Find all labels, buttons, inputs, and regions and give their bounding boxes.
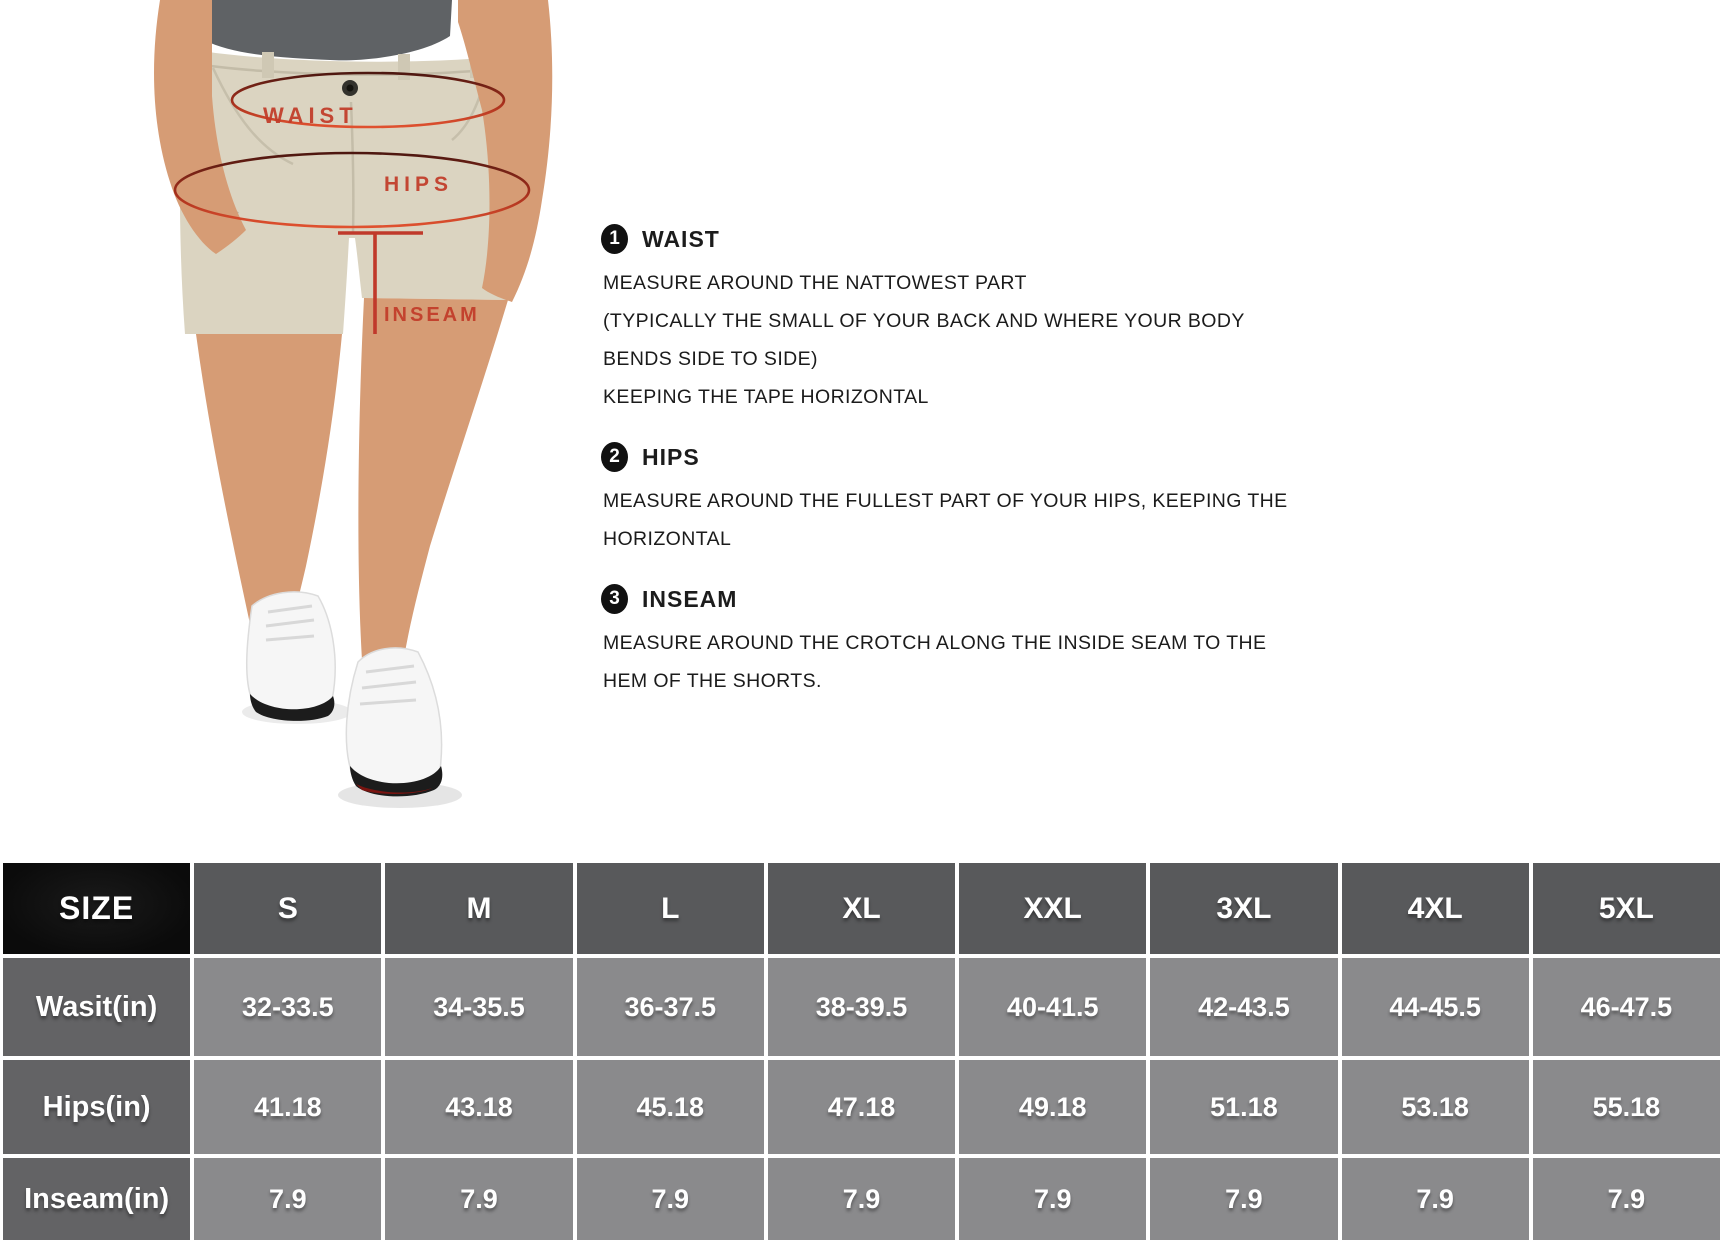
instruction-line: MEASURE AROUND THE CROTCH ALONG THE INSI… — [603, 632, 1267, 654]
size-table-header-4xl: 4XL — [1341, 863, 1529, 954]
inseam-value: 7.9 — [194, 1158, 382, 1240]
shorts-button — [346, 84, 354, 92]
inseam-value: 7.9 — [959, 1158, 1147, 1240]
instruction-line: MEASURE AROUND THE NATTOWEST PART — [603, 272, 1027, 294]
left-arm — [154, 0, 246, 254]
inseam-row-label: Inseam(in) — [3, 1158, 191, 1240]
waist-instruction-title: WAIST — [642, 225, 720, 252]
number-badge-2: 2 — [601, 442, 628, 472]
model-illustration: WAIST HIPS INSEAM — [154, 0, 553, 808]
belt-loop — [262, 52, 274, 78]
waist-instruction-section: 1 WAIST MEASURE AROUND THE NATTOWEST PAR… — [601, 224, 1361, 416]
hips-value: 47.18 — [767, 1060, 956, 1154]
left-shoe-laces — [265, 604, 315, 642]
shirt — [204, 0, 452, 61]
waist-value: 40-41.5 — [959, 958, 1147, 1056]
hips-row-label: Hips(in) — [3, 1060, 191, 1154]
right-leg — [358, 298, 508, 660]
size-table-header-xxl: XXL — [959, 863, 1147, 954]
measure-instructions: 1 WAIST MEASURE AROUND THE NATTOWEST PAR… — [601, 224, 1361, 726]
inseam-value: 7.9 — [1150, 1158, 1338, 1240]
inseam-value: 7.9 — [1341, 1158, 1529, 1240]
right-shoe-laces — [359, 664, 417, 706]
instruction-line: MEASURE AROUND THE FULLEST PART OF YOUR … — [603, 490, 1288, 512]
waist-value: 46-47.5 — [1532, 958, 1720, 1056]
size-table-header-size: SIZE — [3, 863, 191, 954]
waist-value: 34-35.5 — [385, 958, 573, 1056]
inseam-annotation-label: INSEAM — [384, 304, 480, 326]
inseam-value: 7.9 — [576, 1158, 764, 1240]
inseam-instruction-section: 3 INSEAM MEASURE AROUND THE CROTCH ALONG… — [601, 584, 1361, 700]
waist-annotation-label: WAIST — [263, 103, 358, 128]
waist-value: 44-45.5 — [1341, 958, 1529, 1056]
number-badge-3: 3 — [601, 584, 628, 614]
waist-row-label: Wasit(in) — [3, 958, 191, 1056]
hips-measure-ring — [173, 151, 531, 229]
inseam-instruction-heading: 3 INSEAM — [601, 584, 1361, 614]
waist-instruction-heading: 1 WAIST — [601, 224, 1361, 254]
model-photo: WAIST HIPS INSEAM — [0, 0, 580, 860]
hips-instruction-body: MEASURE AROUND THE FULLEST PART OF YOUR … — [603, 482, 1361, 558]
hips-instruction-section: 2 HIPS MEASURE AROUND THE FULLEST PART O… — [601, 442, 1361, 558]
number-badge-1: 1 — [601, 224, 628, 254]
size-table-header-l: L — [576, 863, 764, 954]
instruction-line: (TYPICALLY THE SMALL OF YOUR BACK AND WH… — [603, 310, 1245, 332]
left-shoe-sole — [250, 694, 335, 721]
hips-value: 53.18 — [1341, 1060, 1529, 1154]
inseam-instruction-title: INSEAM — [642, 585, 738, 612]
inseam-instruction-body: MEASURE AROUND THE CROTCH ALONG THE INSI… — [603, 624, 1361, 700]
waist-value: 32-33.5 — [194, 958, 382, 1056]
size-table-header-m: M — [385, 863, 573, 954]
instruction-line: HEM OF THE SHORTS. — [603, 670, 822, 692]
hips-value: 45.18 — [576, 1060, 764, 1154]
size-table: SIZE S M L XL XXL 3XL 4XL 5XL Wasit(in) … — [0, 860, 1723, 1246]
inseam-value: 7.9 — [1532, 1158, 1720, 1240]
hips-instruction-title: HIPS — [642, 443, 700, 470]
right-arm — [458, 0, 553, 302]
hips-value: 41.18 — [194, 1060, 382, 1154]
hips-instruction-heading: 2 HIPS — [601, 442, 1361, 472]
fly-seam — [349, 101, 355, 233]
hips-value: 49.18 — [959, 1060, 1147, 1154]
belt-loop — [398, 54, 410, 80]
waist-value: 36-37.5 — [576, 958, 764, 1056]
size-table-header-xl: XL — [767, 863, 956, 954]
size-table-header-s: S — [194, 863, 382, 954]
right-shoe-sole-accent — [356, 784, 432, 794]
right-shoe-sole — [350, 766, 443, 797]
hips-value: 51.18 — [1150, 1060, 1338, 1154]
instruction-line: BENDS SIDE TO SIDE) — [603, 348, 818, 370]
size-table-header-3xl: 3XL — [1150, 863, 1338, 954]
left-leg — [196, 334, 342, 624]
waist-instruction-body: MEASURE AROUND THE NATTOWEST PART (TYPIC… — [603, 264, 1361, 416]
waist-measure-ring — [230, 71, 506, 129]
instruction-line: KEEPING THE TAPE HORIZONTAL — [603, 386, 929, 408]
instruction-line: HORIZONTAL — [603, 528, 732, 550]
waist-value: 42-43.5 — [1150, 958, 1338, 1056]
waist-value: 38-39.5 — [767, 958, 956, 1056]
hips-value: 43.18 — [385, 1060, 573, 1154]
hips-value: 55.18 — [1532, 1060, 1720, 1154]
inseam-measure-line — [338, 231, 423, 334]
inseam-value: 7.9 — [767, 1158, 956, 1240]
size-table-header-5xl: 5XL — [1532, 863, 1720, 954]
hips-annotation-label: HIPS — [384, 173, 453, 196]
pocket-seam — [211, 67, 294, 166]
inseam-value: 7.9 — [385, 1158, 573, 1240]
